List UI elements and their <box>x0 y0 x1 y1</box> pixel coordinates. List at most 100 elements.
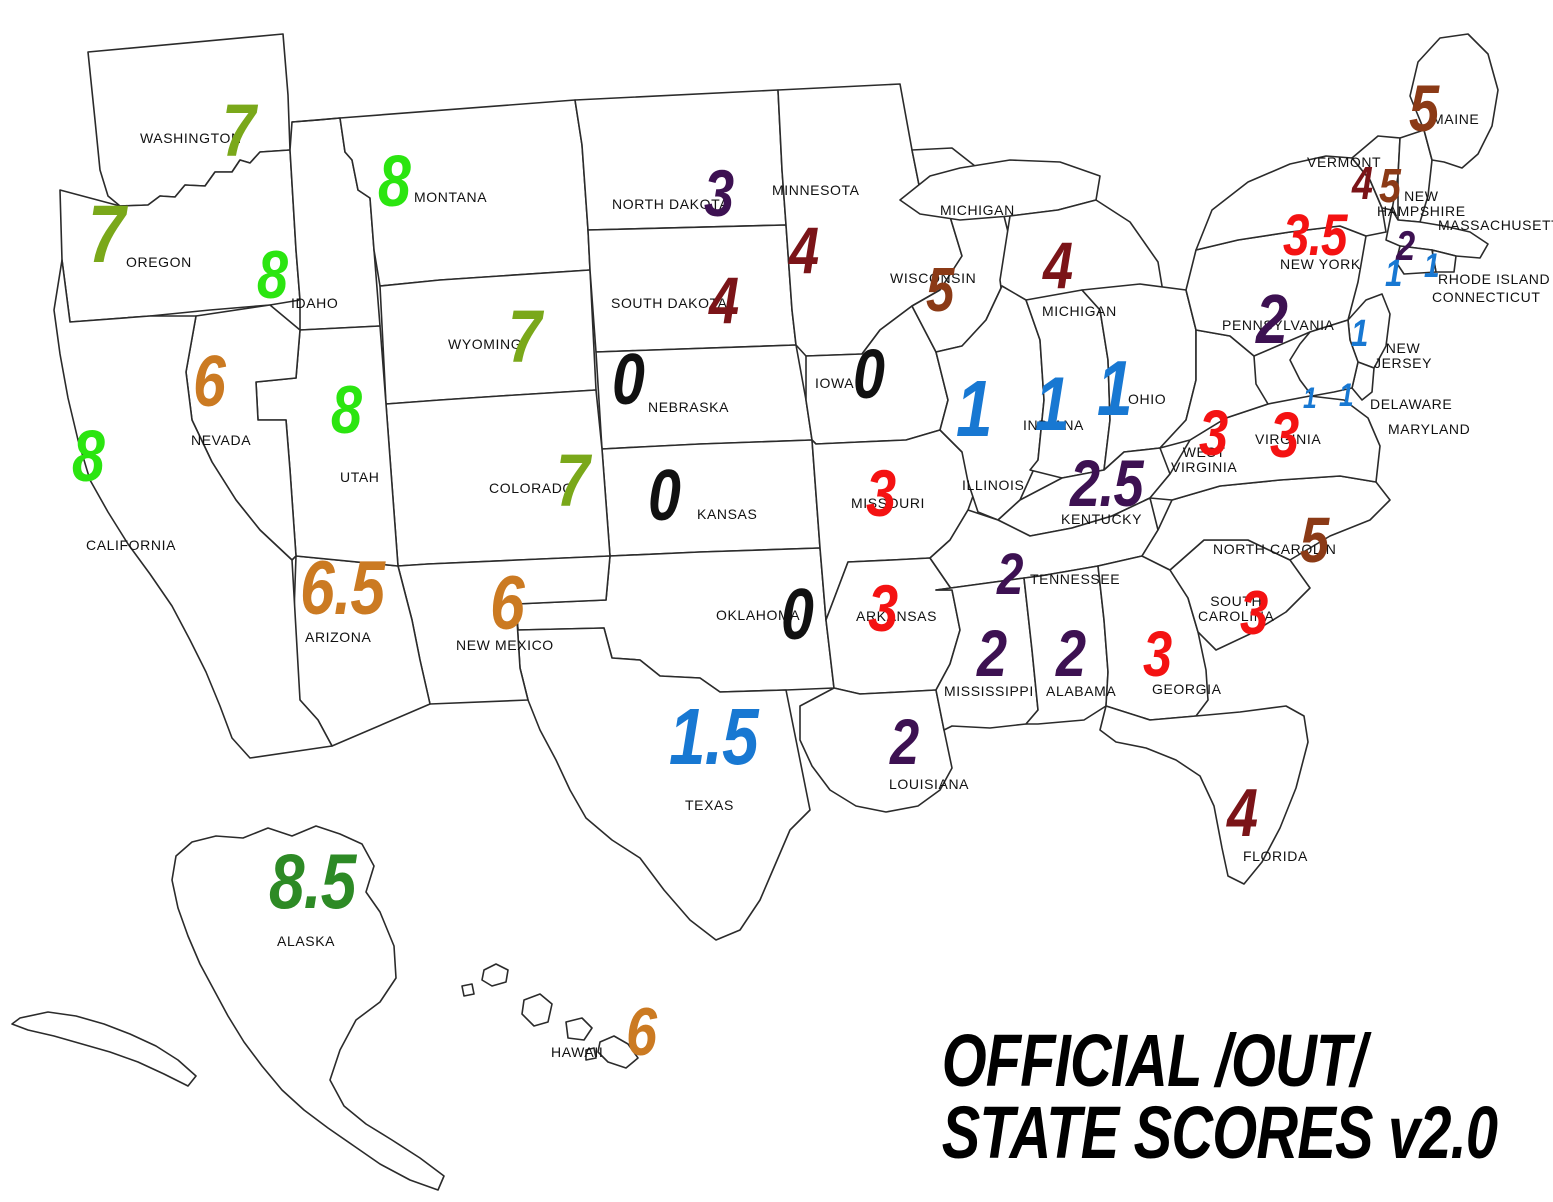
state-score-washington: 7 <box>222 89 256 172</box>
state-score-hawaii: 6 <box>626 994 657 1070</box>
state-score-indiana: 1 <box>1035 362 1070 447</box>
state-score-mississippi: 2 <box>977 616 1007 690</box>
title-line-2: STATE SCORES v2.0 <box>941 1091 1497 1175</box>
state-score-north-carolina: 5 <box>1300 504 1329 576</box>
state-label-virginia: VIRGINIA <box>1255 431 1322 447</box>
state-score-kentucky: 2.5 <box>1070 446 1144 520</box>
state-shape-louisiana <box>800 688 952 812</box>
state-score-wyoming: 7 <box>508 295 542 378</box>
state-label-washington: WASHINGTON <box>140 130 242 146</box>
state-score-alabama: 2 <box>1056 616 1086 690</box>
state-label-south-dakota: SOUTH DAKOTA <box>611 295 728 311</box>
state-shape-texas <box>516 604 810 940</box>
state-shape-alabama <box>1024 566 1108 724</box>
state-score-massachusetts: 2 <box>1396 222 1415 269</box>
state-score-oklahoma: 0 <box>781 575 814 655</box>
state-score-maryland: 1 <box>1303 382 1317 415</box>
state-score-minnesota: 4 <box>789 213 819 287</box>
state-score-florida: 4 <box>1227 775 1258 851</box>
state-label-louisiana: LOUISIANA <box>889 776 970 792</box>
state-score-connecticut: 1 <box>1385 253 1402 295</box>
state-label-arkansas: ARKANSAS <box>856 608 938 624</box>
state-shape-west-virginia <box>1160 330 1268 448</box>
state-label-florida: FLORIDA <box>1243 848 1308 864</box>
state-label-michigan-up: MICHIGAN <box>940 202 1015 218</box>
state-score-arizona: 6.5 <box>300 546 385 631</box>
state-score-new-york: 3.5 <box>1283 203 1347 268</box>
state-score-california: 8 <box>72 417 105 497</box>
hawaii-outline <box>462 964 638 1068</box>
state-score-oregon: 7 <box>88 189 125 280</box>
state-shape-florida <box>1100 706 1308 884</box>
contiguous-states-outline <box>54 34 1498 940</box>
state-score-ohio: 1 <box>1097 344 1133 432</box>
state-label-new-york: NEW YORK <box>1280 256 1361 272</box>
state-label-wisconsin: WISCONSIN <box>890 270 977 286</box>
state-score-kansas: 0 <box>648 456 681 536</box>
state-shape-vermont <box>1352 136 1400 210</box>
state-shape-maine <box>1410 34 1498 168</box>
state-shape-alaska-aleutians <box>12 1012 196 1086</box>
state-label-west-virginia: WEST VIRGINIA <box>1171 444 1238 475</box>
state-score-montana: 8 <box>378 142 411 222</box>
state-label-new-hampshire: NEW HAMPSHIRE <box>1377 188 1466 219</box>
state-label-kansas: KANSAS <box>697 506 758 522</box>
state-label-maryland: MARYLAND <box>1388 421 1471 437</box>
state-label-south-carolina: SOUTH CAROLINA <box>1198 593 1275 624</box>
state-score-delaware: 1 <box>1339 377 1354 413</box>
state-label-minnesota: MINNESOTA <box>772 182 860 198</box>
state-shape-california <box>54 260 332 758</box>
state-score-illinois: 1 <box>956 364 992 453</box>
state-label-new-mexico: NEW MEXICO <box>456 637 554 653</box>
state-label-alabama: ALABAMA <box>1046 683 1117 699</box>
state-shape-massachusetts <box>1386 210 1488 258</box>
state-label-new-jersey: NEW JERSEY <box>1374 340 1433 371</box>
state-shape-oregon <box>60 150 300 322</box>
state-label-hawaii: HAWAII <box>551 1044 604 1060</box>
state-score-pennsylvania: 2 <box>1256 280 1288 358</box>
state-score-south-carolina: 3 <box>1240 579 1268 648</box>
state-label-connecticut: CONNECTICUT <box>1432 289 1541 305</box>
state-score-nebraska: 0 <box>612 340 645 420</box>
state-label-utah: UTAH <box>340 469 380 485</box>
state-label-indiana: INDIANA <box>1023 417 1084 433</box>
state-label-pennsylvania: PENNSYLVANIA <box>1222 317 1335 333</box>
state-label-nebraska: NEBRASKA <box>648 399 730 415</box>
state-score-iowa: 0 <box>853 335 885 413</box>
map-title-block: OFFICIAL /OUT/ STATE SCORES v2.0 <box>785 1024 1497 1175</box>
state-score-new-hampshire: 5 <box>1379 160 1401 213</box>
state-score-alaska: 8.5 <box>269 837 356 925</box>
state-score-maine: 5 <box>1409 71 1439 145</box>
state-label-massachusetts: MASSACHUSETTS <box>1438 217 1553 233</box>
state-score-idaho: 8 <box>257 237 288 313</box>
state-score-north-dakota: 3 <box>704 156 734 230</box>
state-score-michigan: 4 <box>1043 228 1073 302</box>
state-label-nevada: NEVADA <box>191 432 252 448</box>
state-label-georgia: GEORGIA <box>1152 681 1222 697</box>
state-shape-kansas <box>602 440 820 556</box>
state-label-oregon: OREGON <box>126 254 192 270</box>
state-score-georgia: 3 <box>1143 618 1172 690</box>
state-label-idaho: IDAHO <box>291 295 339 311</box>
state-label-michigan: MICHIGAN <box>1042 303 1117 319</box>
state-score-south-dakota: 4 <box>709 263 739 337</box>
state-score-louisiana: 2 <box>890 706 919 778</box>
state-score-nevada: 6 <box>193 342 226 422</box>
state-score-rhode-island: 1 <box>1424 247 1440 285</box>
state-shape-michigan-up <box>900 160 1100 220</box>
state-label-rhode-island: RHODE ISLAND <box>1438 271 1551 287</box>
state-score-texas: 1.5 <box>669 692 759 781</box>
state-shape-south-dakota <box>588 225 796 352</box>
state-label-mississippi: MISSISSIPPI <box>944 683 1034 699</box>
state-label-missouri: MISSOURI <box>851 495 926 511</box>
state-label-iowa: IOWA <box>815 375 855 391</box>
state-score-vermont: 4 <box>1352 157 1373 209</box>
state-shape-alaska <box>172 826 444 1190</box>
state-label-north-carolina: NORTH CAROLIN <box>1213 541 1337 557</box>
state-label-colorado: COLORADO <box>489 480 574 496</box>
state-shape-maryland <box>1290 320 1358 396</box>
state-label-vermont: VERMONT <box>1307 154 1382 170</box>
state-label-tennessee: TENNESSEE <box>1030 571 1121 587</box>
